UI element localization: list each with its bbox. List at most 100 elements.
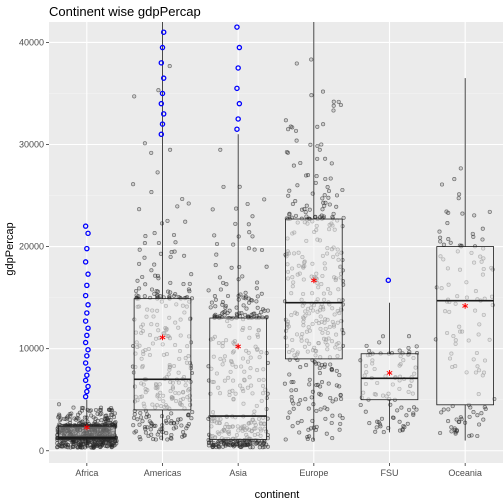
data-point <box>311 402 316 407</box>
data-point <box>293 213 299 218</box>
data-point <box>163 418 168 424</box>
data-point <box>73 440 78 445</box>
data-point <box>212 294 217 299</box>
data-point <box>93 407 99 413</box>
data-point <box>255 294 260 299</box>
data-point <box>449 429 454 434</box>
data-point <box>307 207 312 212</box>
outlier-point <box>82 339 89 346</box>
box <box>133 298 192 411</box>
data-point <box>110 412 115 417</box>
data-point <box>340 416 345 421</box>
data-point <box>307 382 312 387</box>
data-point <box>337 427 342 432</box>
data-point <box>113 422 118 427</box>
outlier-point <box>85 383 91 390</box>
data-point <box>241 303 246 308</box>
data-point <box>259 310 264 315</box>
data-point <box>255 280 260 285</box>
data-point <box>250 214 255 219</box>
data-point <box>287 372 292 377</box>
y-axis-title: gdpPercap <box>4 222 16 275</box>
y-tick-label: 40000 <box>19 37 44 47</box>
data-point <box>247 230 252 235</box>
data-point <box>208 305 213 310</box>
data-point <box>99 444 104 449</box>
data-point <box>308 142 313 147</box>
data-point <box>414 407 419 412</box>
data-point <box>57 412 62 417</box>
data-point <box>262 197 267 202</box>
data-point <box>309 395 314 400</box>
data-point <box>319 362 325 368</box>
data-point <box>244 306 249 311</box>
data-point <box>152 291 157 296</box>
mean-marker: * <box>311 275 318 289</box>
data-point <box>176 417 181 422</box>
data-point <box>143 234 148 239</box>
data-point <box>438 239 443 244</box>
data-point <box>438 430 443 436</box>
data-point <box>315 156 320 161</box>
data-point <box>334 383 339 388</box>
data-point <box>206 440 212 445</box>
data-point <box>326 188 332 194</box>
outlier-point <box>234 24 240 30</box>
data-point <box>180 196 185 202</box>
data-point <box>132 430 137 435</box>
data-point <box>217 275 222 280</box>
data-point <box>246 222 251 227</box>
outlier-point <box>82 318 89 324</box>
data-point <box>155 170 160 175</box>
data-point <box>90 439 95 445</box>
x-tick-label: Asia <box>229 468 247 478</box>
data-point <box>374 425 379 430</box>
data-point <box>282 381 287 386</box>
outlier-point <box>85 346 91 353</box>
data-point <box>290 424 295 429</box>
data-point <box>85 407 90 412</box>
data-point <box>322 362 328 367</box>
outlier-point <box>234 126 240 132</box>
data-point <box>249 297 254 303</box>
data-point <box>289 395 294 400</box>
data-point <box>293 199 298 204</box>
data-point <box>334 204 339 209</box>
data-point <box>233 440 238 445</box>
box-plots <box>58 22 494 448</box>
data-point <box>135 278 140 283</box>
data-point <box>411 405 417 410</box>
data-point <box>142 141 147 146</box>
data-point <box>242 442 248 447</box>
data-point <box>225 293 231 299</box>
outlier-point <box>160 75 167 81</box>
data-point <box>298 398 303 403</box>
data-point <box>334 193 340 198</box>
data-point <box>236 234 241 239</box>
data-point <box>223 303 228 308</box>
outlier-point <box>85 230 91 237</box>
data-point <box>289 380 294 385</box>
data-point <box>230 442 235 448</box>
data-point <box>91 444 96 449</box>
data-point <box>317 391 322 396</box>
data-point <box>137 247 142 252</box>
data-point <box>236 297 241 302</box>
data-point <box>329 420 334 426</box>
data-point <box>137 207 142 212</box>
data-point <box>218 147 223 152</box>
data-point <box>95 418 100 423</box>
data-point <box>247 300 252 305</box>
data-point <box>225 440 230 445</box>
data-point <box>304 363 309 368</box>
data-point <box>131 415 137 420</box>
data-point <box>320 196 325 201</box>
data-point <box>378 422 383 427</box>
outlier-point <box>82 377 89 384</box>
data-point <box>322 193 327 198</box>
data-point <box>439 182 445 187</box>
data-point <box>255 305 260 310</box>
data-point <box>330 413 335 418</box>
outlier-point <box>158 60 165 66</box>
data-point <box>137 261 142 266</box>
